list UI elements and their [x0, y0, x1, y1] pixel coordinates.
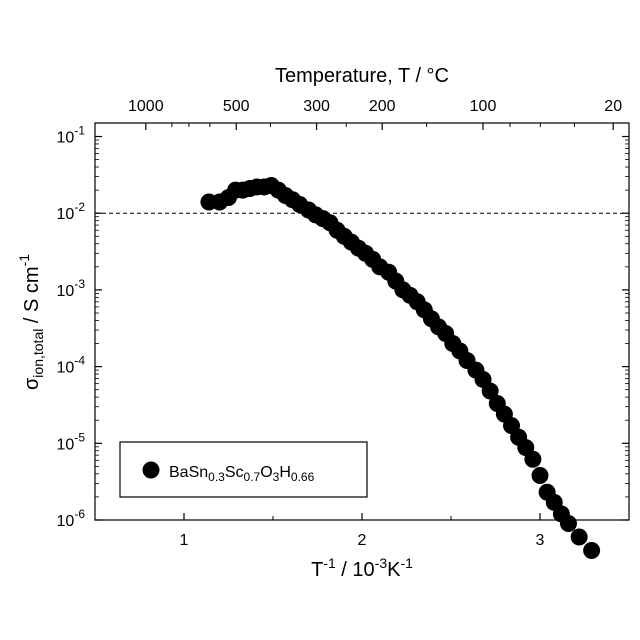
y-tick-base: 10 [57, 130, 75, 147]
top-tick-label: 100 [470, 98, 497, 115]
top-tick-label: 500 [223, 98, 250, 115]
legend-text: O [260, 464, 272, 481]
y-axis-title: σion,total / S cm-1 [16, 254, 46, 390]
y-tick-exponent: -6 [74, 507, 85, 521]
y-tick-base: 10 [57, 513, 75, 530]
y-tick-exponent: -3 [74, 277, 85, 291]
top-tick-label: 20 [604, 98, 622, 115]
top-axis-title: Temperature, T / °C [275, 65, 449, 87]
data-points [200, 177, 600, 559]
y-tick-base: 10 [57, 283, 75, 300]
data-point [571, 529, 588, 546]
y-tick-base: 10 [57, 436, 75, 453]
legend-subscript: 0.3 [208, 470, 225, 484]
y-tick-label: 10-3 [57, 277, 86, 300]
top-tick-label: 1000 [128, 98, 164, 115]
y-tick-label: 10-5 [57, 430, 86, 453]
top-tick-label: 300 [303, 98, 330, 115]
data-point [560, 515, 577, 532]
data-point [583, 542, 600, 559]
x-tick-label: 1 [180, 532, 189, 549]
top-tick-label: 200 [369, 98, 396, 115]
y-tick-exponent: -5 [74, 430, 85, 444]
x-tick-label: 2 [358, 532, 367, 549]
y-tick-label: 10-4 [57, 354, 86, 377]
legend: BaSn0.3Sc0.7O3H0.66 [120, 442, 367, 497]
y-tick-exponent: -1 [74, 124, 85, 138]
x-axis-title: T-1 / 10-3K-1 [311, 555, 413, 581]
y-tick-base: 10 [57, 206, 75, 223]
y-tick-exponent: -2 [74, 200, 85, 214]
y-tick-label: 10-6 [57, 507, 86, 530]
y-tick-label: 10-2 [57, 200, 86, 223]
legend-text: Sc [225, 464, 244, 481]
y-tick-exponent: -4 [74, 354, 85, 368]
legend-text: H [279, 464, 291, 481]
legend-marker [143, 462, 160, 479]
data-point [524, 451, 541, 468]
data-point [532, 467, 549, 484]
legend-subscript: 0.66 [291, 470, 315, 484]
y-tick-label: 10-1 [57, 124, 86, 147]
legend-text: BaSn [169, 464, 208, 481]
y-tick-base: 10 [57, 360, 75, 377]
x-tick-label: 3 [536, 532, 545, 549]
legend-subscript: 0.7 [244, 470, 261, 484]
